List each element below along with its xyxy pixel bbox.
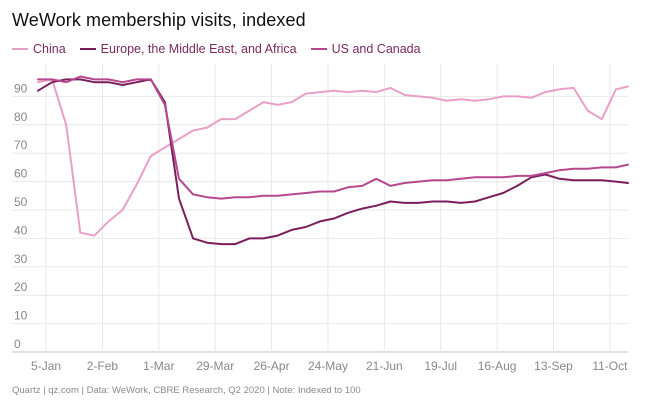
legend-label-us-canada: US and Canada xyxy=(331,42,421,56)
legend-swatch-us-canada xyxy=(310,48,327,50)
y-tick-label-0: 0 xyxy=(14,337,21,351)
y-tick-label-50: 50 xyxy=(14,195,28,209)
y-tick-label-10: 10 xyxy=(14,309,28,323)
series-line-us-canada xyxy=(37,75,629,200)
legend-swatch-emea xyxy=(79,48,96,50)
y-tick-label-60: 60 xyxy=(14,167,28,181)
legend-label-china: China xyxy=(33,42,66,56)
x-tick-label-11-Oct: 11-Oct xyxy=(592,359,628,373)
y-tick-label-20: 20 xyxy=(14,280,28,294)
x-tick-label-13-Sep: 13-Sep xyxy=(534,359,573,373)
series-line-china xyxy=(37,78,629,237)
legend-item-china: China xyxy=(12,42,66,56)
series-line-emea xyxy=(37,78,629,246)
legend-item-us-canada: US and Canada xyxy=(310,42,421,56)
x-tick-label-29-Mar: 29-Mar xyxy=(196,359,234,373)
y-tick-label-70: 70 xyxy=(14,138,28,152)
legend-label-emea: Europe, the Middle East, and Africa xyxy=(100,42,297,56)
legend: China Europe, the Middle East, and Afric… xyxy=(12,42,435,56)
x-tick-label-1-Mar: 1-Mar xyxy=(143,359,174,373)
legend-swatch-china xyxy=(12,48,28,50)
source-note: Quartz | qz.com | Data: WeWork, CBRE Res… xyxy=(12,385,361,396)
x-tick-label-2-Feb: 2-Feb xyxy=(87,359,119,373)
x-tick-label-19-Jul: 19-Jul xyxy=(424,359,457,373)
legend-item-emea: Europe, the Middle East, and Africa xyxy=(79,42,297,56)
y-tick-label-30: 30 xyxy=(14,252,28,266)
chart-title: WeWork membership visits, indexed xyxy=(12,10,306,30)
y-tick-label-80: 80 xyxy=(14,110,28,124)
x-tick-label-26-Apr: 26-Apr xyxy=(254,359,290,373)
x-tick-label-21-Jun: 21-Jun xyxy=(366,359,403,373)
y-tick-label-40: 40 xyxy=(14,223,28,237)
x-tick-label-24-May: 24-May xyxy=(308,359,348,373)
x-tick-label-16-Aug: 16-Aug xyxy=(478,359,517,373)
y-tick-label-90: 90 xyxy=(14,81,28,95)
x-tick-label-5-Jan: 5-Jan xyxy=(31,359,61,373)
